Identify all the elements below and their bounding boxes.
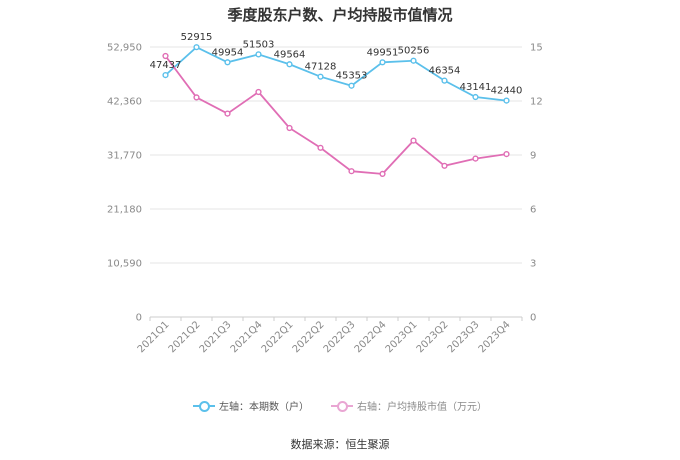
series-point	[441, 77, 448, 84]
legend-item-right-series[interactable]: 右轴：户均持股市值（万元）	[331, 398, 487, 413]
data-label: 50256	[398, 46, 430, 57]
x-axis-tick-label: 2023Q1	[384, 319, 420, 355]
legend-item-left-series[interactable]: 左轴：本期数（户）	[193, 398, 309, 413]
series-point	[472, 155, 479, 162]
x-axis-tick-label: 2022Q1	[260, 319, 296, 355]
right-axis-tick-label: 0	[530, 313, 536, 324]
data-label: 47128	[305, 62, 337, 73]
series-point	[441, 162, 448, 169]
series-point	[224, 110, 231, 117]
series-point	[286, 124, 293, 132]
x-axis-tick-label: 2021Q1	[136, 319, 172, 355]
right-axis-tick-label: 9	[530, 151, 536, 162]
series-point	[193, 94, 200, 101]
series-line-2	[164, 55, 507, 175]
x-axis-ticks: 2021Q12021Q22021Q32021Q42022Q12022Q22022…	[136, 317, 523, 355]
left-axis-tick-label: 52,950	[107, 43, 142, 54]
left-axis-tick-label: 42,360	[107, 97, 142, 108]
series-lines	[162, 44, 510, 178]
series-point	[162, 52, 169, 60]
series-point	[503, 151, 510, 158]
right-axis-tick-label: 15	[530, 43, 543, 54]
data-label: 49951	[367, 47, 399, 58]
x-axis-tick-label: 2022Q3	[322, 319, 358, 355]
chart-title: 季度股东户数、户均持股市值情况	[227, 6, 453, 24]
x-axis-tick-label: 2023Q3	[446, 319, 482, 355]
series-point	[379, 59, 386, 66]
series-point	[317, 73, 324, 80]
data-label: 49954	[212, 47, 244, 58]
data-label: 46354	[429, 66, 461, 77]
legend: 左轴：本期数（户） 右轴：户均持股市值（万元）	[0, 398, 680, 413]
x-axis-tick-label: 2023Q2	[415, 319, 451, 355]
series-point	[348, 82, 355, 89]
x-axis-tick-label: 2021Q2	[167, 319, 203, 355]
series-point	[255, 51, 262, 58]
x-axis-tick-label: 2022Q4	[353, 319, 389, 355]
series-point	[286, 61, 293, 68]
series-point	[503, 97, 510, 104]
series-point	[193, 44, 200, 51]
data-label: 47437	[150, 60, 182, 71]
x-axis-tick-label: 2022Q2	[291, 319, 327, 355]
legend-label: 右轴：户均持股市值（万元）	[357, 402, 487, 413]
series-point	[317, 144, 324, 151]
data-label: 51503	[243, 39, 275, 50]
legend-label: 左轴：本期数（户）	[219, 402, 309, 413]
legend-line-marker-icon	[331, 400, 353, 412]
data-label: 52915	[181, 32, 213, 43]
left-axis-tick-label: 0	[136, 313, 142, 324]
x-axis-tick-label: 2023Q4	[477, 319, 513, 355]
data-label: 42440	[491, 86, 523, 97]
left-axis-tick-label: 21,180	[107, 205, 142, 216]
series-point	[410, 137, 417, 144]
data-source: 数据来源：恒生聚源	[290, 438, 390, 451]
series-point	[472, 93, 479, 101]
right-axis-tick-label: 6	[530, 205, 536, 216]
series-point	[255, 88, 262, 96]
x-axis-tick-label: 2021Q4	[229, 319, 265, 355]
data-label: 43141	[460, 82, 492, 93]
data-label: 49564	[274, 49, 306, 60]
right-axis-ticks: 0 3 6 9 12 15	[530, 43, 543, 324]
series-point	[224, 59, 231, 66]
left-axis-ticks: 0 10,590 21,180 31,770 42,360 52,950	[107, 43, 142, 324]
left-axis-tick-label: 10,590	[107, 259, 142, 270]
right-axis-tick-label: 3	[530, 259, 536, 270]
legend-line-marker-icon	[193, 400, 215, 412]
series-point	[348, 168, 355, 175]
x-axis-tick-label: 2021Q3	[198, 319, 234, 355]
series-point	[410, 57, 417, 64]
series-line-1	[164, 46, 507, 102]
left-axis-tick-label: 31,770	[107, 151, 142, 162]
series-point	[379, 170, 386, 178]
right-axis-tick-label: 12	[530, 97, 543, 108]
series-point	[162, 72, 169, 79]
data-label: 45353	[336, 71, 368, 82]
